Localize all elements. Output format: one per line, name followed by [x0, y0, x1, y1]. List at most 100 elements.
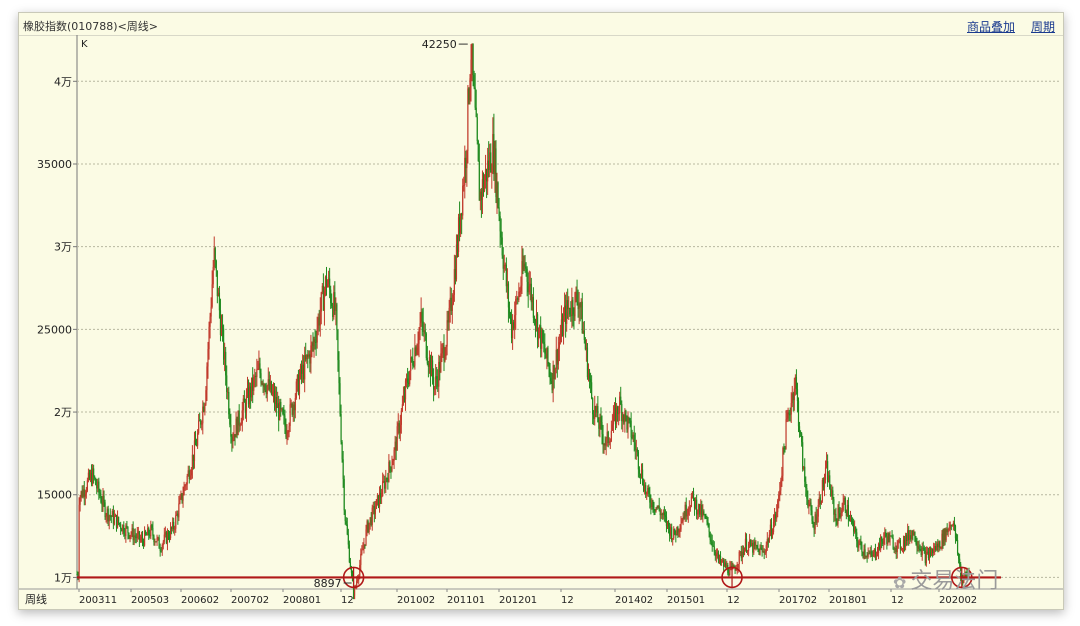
candle-body: [119, 523, 121, 525]
candle-body: [393, 449, 395, 461]
candle-body: [835, 513, 837, 521]
candle-body: [706, 518, 708, 523]
candle-body: [555, 349, 557, 369]
candle-body: [576, 291, 578, 302]
candle-body: [78, 504, 80, 578]
candle-body: [395, 441, 397, 451]
x-tick-label: 201702: [779, 595, 817, 606]
candle-body: [145, 531, 147, 535]
candle-body: [951, 525, 953, 527]
candle-body: [770, 524, 773, 536]
candle-body: [657, 505, 659, 508]
candle-body: [778, 494, 780, 501]
candle-body: [468, 88, 470, 100]
candle-body: [501, 237, 503, 256]
candle-body: [552, 365, 554, 391]
candle-body: [689, 506, 691, 509]
candle-body: [489, 152, 491, 170]
candle-body: [221, 325, 224, 329]
candle-body: [85, 490, 87, 494]
candle-body: [775, 514, 777, 519]
candle-body: [584, 339, 586, 350]
candle-body: [606, 431, 608, 439]
candle-body: [641, 469, 644, 484]
candle-body: [631, 437, 633, 439]
candle-body: [872, 551, 874, 557]
candle-body: [699, 504, 701, 515]
candle-body: [858, 544, 860, 548]
candle-body: [481, 179, 484, 200]
candle-body: [713, 546, 715, 552]
candle-body: [863, 549, 865, 556]
candle-body: [117, 516, 120, 524]
candle-body: [710, 539, 712, 542]
candle-body: [628, 418, 630, 420]
candle-body: [580, 301, 582, 308]
candle-body: [292, 404, 294, 415]
candle-body: [154, 541, 156, 543]
candle-body: [271, 392, 274, 394]
candle-body: [661, 513, 663, 516]
candle-body: [848, 519, 851, 521]
candle-body: [864, 549, 866, 556]
candle-body: [691, 491, 694, 497]
candle-body: [809, 502, 811, 505]
candle-body: [702, 511, 704, 517]
candle-body: [411, 357, 413, 360]
candle-body: [625, 410, 627, 417]
candle-body: [477, 140, 479, 162]
period-link[interactable]: 周期: [1031, 20, 1056, 34]
watermark-text: 交易法门: [910, 569, 999, 594]
candle-body: [837, 508, 839, 525]
candle-body: [527, 281, 529, 293]
candle-body: [532, 297, 534, 318]
candle-body: [341, 442, 343, 460]
candle-body: [241, 410, 243, 424]
y-tick-label: 2万: [54, 406, 72, 419]
candle-body: [376, 495, 379, 500]
candle-body: [369, 517, 371, 523]
candle-body: [112, 510, 114, 524]
candle-body: [446, 320, 448, 347]
candle-body: [964, 572, 966, 579]
candle-body: [305, 355, 307, 360]
candle-body: [649, 493, 651, 503]
candle-body: [111, 510, 113, 517]
candle-body: [914, 531, 916, 542]
candle-body: [786, 418, 788, 420]
candle-body: [860, 540, 862, 546]
candle-body: [114, 514, 117, 517]
candle-body: [785, 419, 787, 449]
candle-body: [366, 521, 368, 530]
candle-body: [746, 550, 749, 552]
candle-body: [107, 508, 109, 522]
candle-body: [611, 424, 614, 431]
candle-body: [134, 535, 136, 537]
candle-body: [449, 297, 451, 308]
candle-body: [630, 420, 632, 438]
candle-body: [441, 348, 443, 354]
candle-body: [163, 534, 165, 542]
candle-body: [238, 410, 240, 426]
candle-body: [750, 539, 752, 547]
candle-body: [923, 547, 925, 551]
candle-body: [498, 207, 500, 217]
candle-body: [523, 263, 525, 270]
candle-body: [557, 347, 559, 365]
candle-body: [239, 425, 241, 427]
candle-body: [617, 406, 619, 414]
candle-body: [709, 531, 711, 540]
candle-body: [303, 364, 305, 380]
candle-body: [139, 539, 142, 541]
candle-body: [321, 285, 323, 293]
x-tick-label: 200503: [131, 595, 169, 606]
candle-body: [461, 213, 463, 216]
candle-body: [899, 540, 901, 550]
commodity-overlay-link[interactable]: 商品叠加: [967, 20, 1016, 34]
candle-body: [677, 526, 679, 533]
candle-body: [642, 483, 645, 492]
candle-body: [553, 365, 555, 379]
candle-body: [712, 545, 714, 547]
candle-body: [294, 397, 296, 411]
candle-body: [336, 304, 338, 331]
